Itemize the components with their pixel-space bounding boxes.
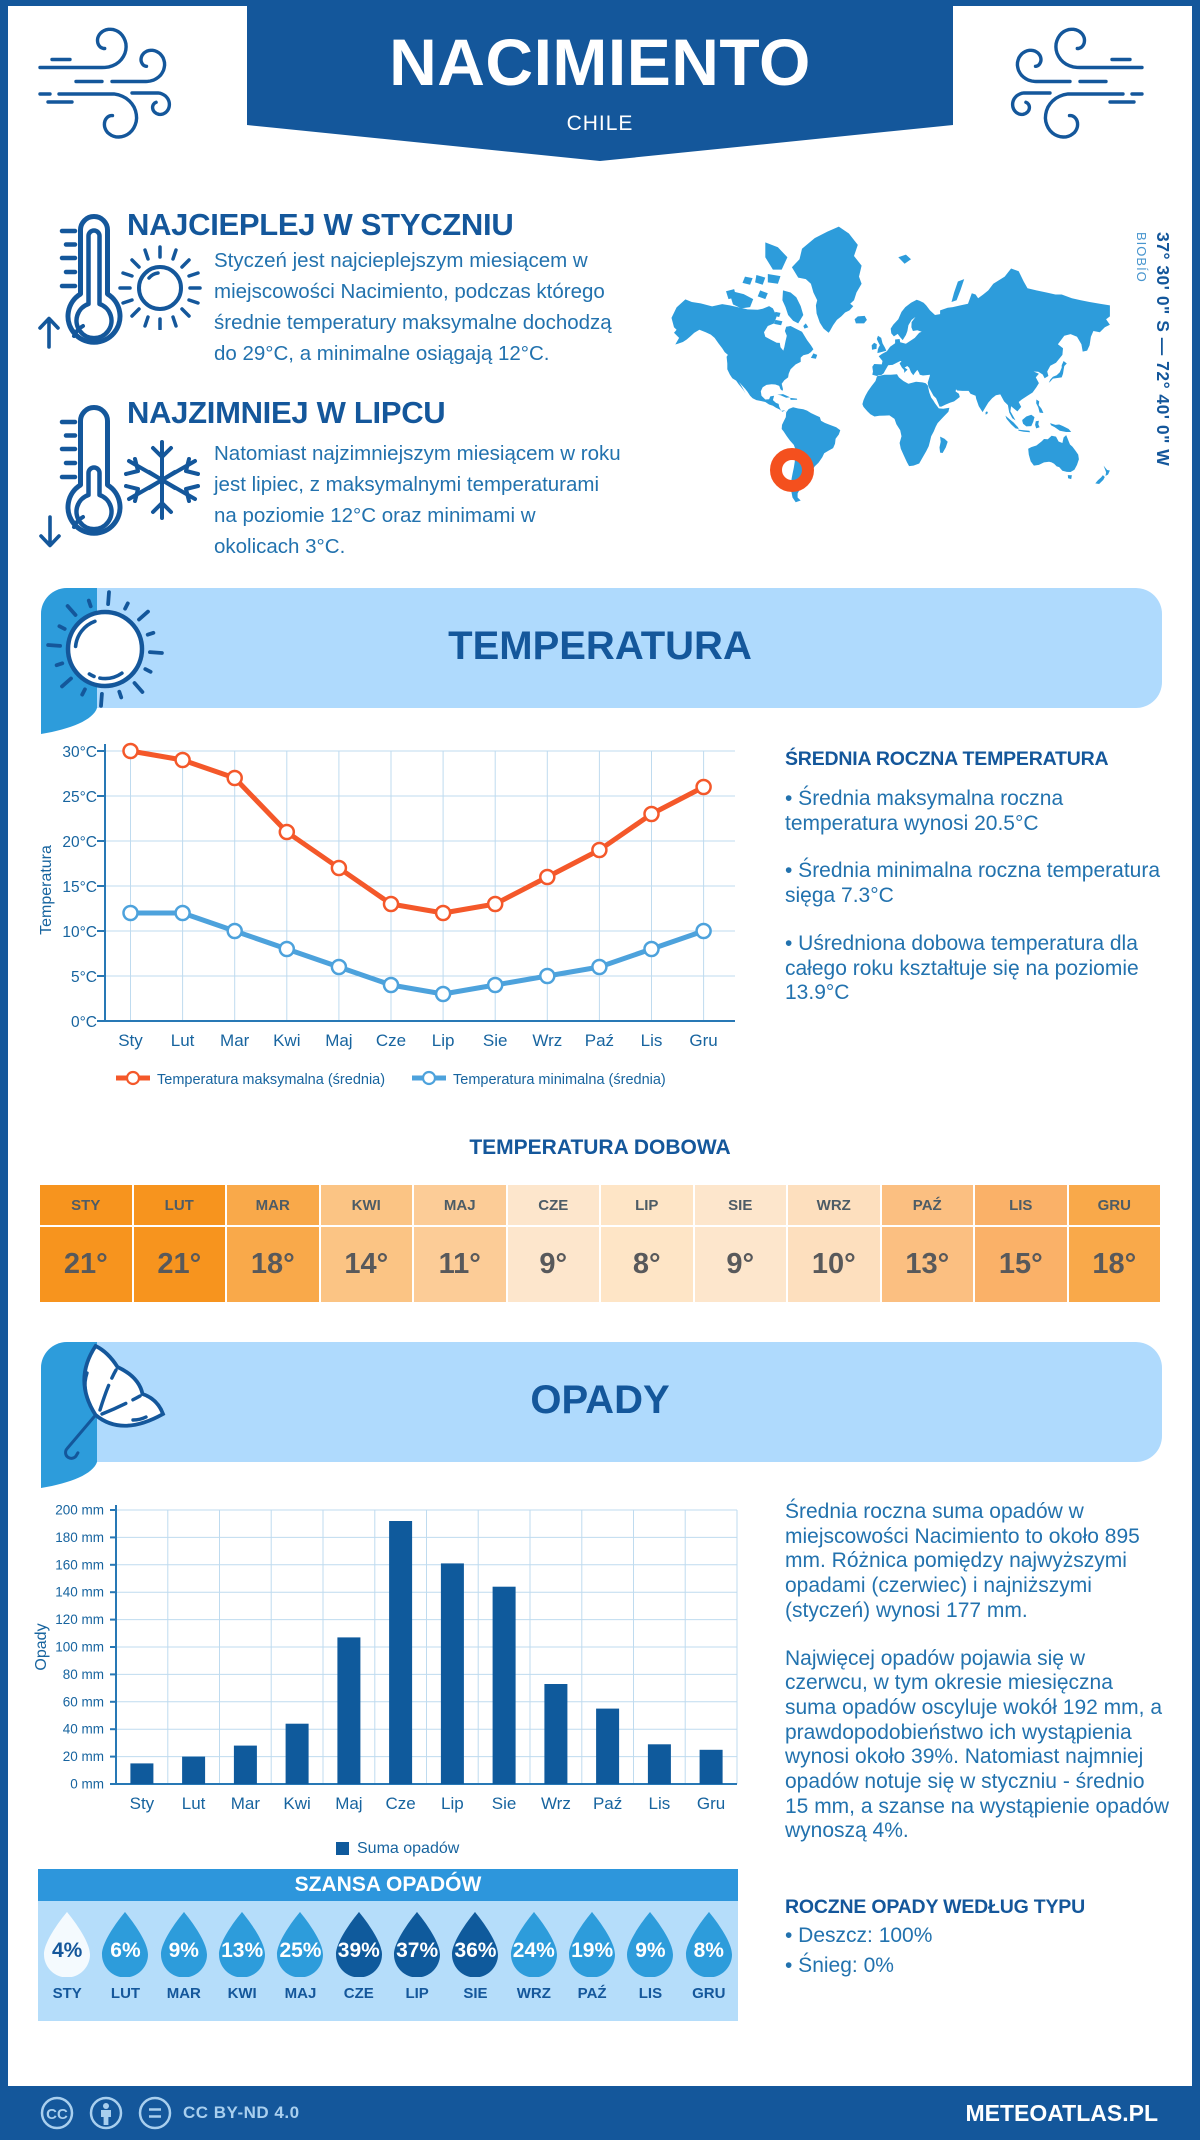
svg-text:Temperatura minimalna (średnia: Temperatura minimalna (średnia) [453,1072,666,1088]
svg-text:Kwi: Kwi [283,1794,310,1813]
svg-text:Gru: Gru [697,1794,725,1813]
svg-text:Sie: Sie [492,1794,517,1813]
svg-text:Lip: Lip [441,1794,464,1813]
svg-text:Temperatura maksymalna (średni: Temperatura maksymalna (średnia) [157,1072,385,1088]
svg-text:40 mm: 40 mm [63,1722,104,1737]
svg-text:Sty: Sty [118,1031,143,1050]
svg-text:Kwi: Kwi [273,1031,300,1050]
svg-text:Gru: Gru [689,1031,717,1050]
svg-text:60 mm: 60 mm [63,1694,104,1709]
svg-text:30°C: 30°C [62,744,97,761]
svg-text:Cze: Cze [376,1031,406,1050]
svg-text:20 mm: 20 mm [63,1749,104,1764]
svg-text:140 mm: 140 mm [55,1585,104,1600]
svg-text:80 mm: 80 mm [63,1667,104,1682]
svg-text:180 mm: 180 mm [55,1530,104,1545]
svg-text:Sty: Sty [130,1794,155,1813]
svg-text:Wrz: Wrz [541,1794,571,1813]
svg-text:Maj: Maj [325,1031,352,1050]
svg-text:Sie: Sie [483,1031,508,1050]
svg-text:CC: CC [46,2106,68,2123]
svg-text:120 mm: 120 mm [55,1612,104,1627]
svg-text:Suma opadów: Suma opadów [357,1840,460,1857]
svg-text:25°C: 25°C [62,789,97,806]
svg-text:Paź: Paź [585,1031,614,1050]
svg-text:Paź: Paź [593,1794,622,1813]
svg-text:0 mm: 0 mm [70,1777,104,1792]
svg-text:Lis: Lis [641,1031,663,1050]
svg-text:Lip: Lip [432,1031,455,1050]
svg-text:Temperatura: Temperatura [38,845,55,935]
svg-text:Lis: Lis [649,1794,671,1813]
svg-text:Lut: Lut [171,1031,195,1050]
svg-text:15°C: 15°C [62,879,97,896]
svg-text:20°C: 20°C [62,834,97,851]
svg-text:Cze: Cze [385,1794,415,1813]
svg-text:5°C: 5°C [71,969,97,986]
svg-text:0°C: 0°C [71,1014,97,1031]
svg-text:100 mm: 100 mm [55,1640,104,1655]
svg-text:Wrz: Wrz [532,1031,562,1050]
svg-text:160 mm: 160 mm [55,1557,104,1572]
svg-text:Mar: Mar [231,1794,261,1813]
svg-text:Lut: Lut [182,1794,206,1813]
svg-text:200 mm: 200 mm [55,1503,104,1518]
svg-text:Opady: Opady [33,1623,50,1670]
svg-text:Mar: Mar [220,1031,250,1050]
svg-text:Maj: Maj [335,1794,362,1813]
svg-text:10°C: 10°C [62,924,97,941]
